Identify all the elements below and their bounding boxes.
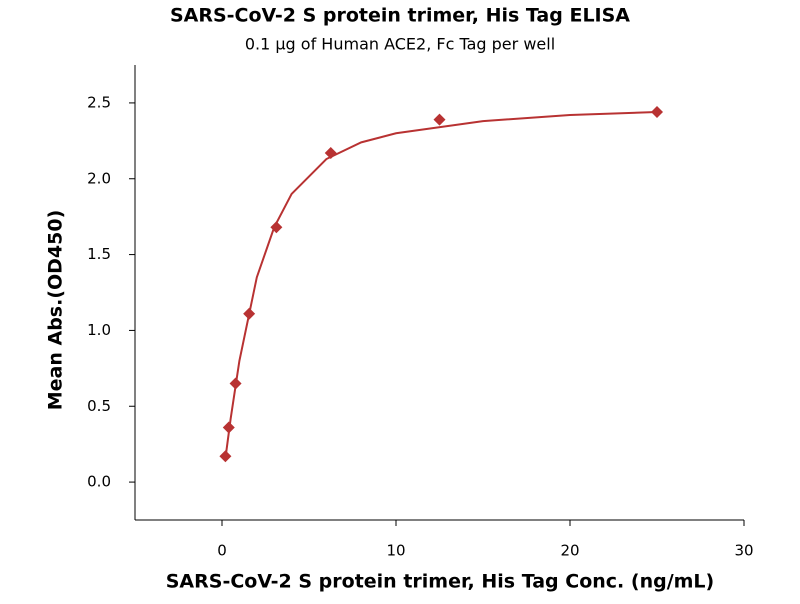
y-tick-label: 0.0: [87, 473, 111, 491]
chart-subtitle: 0.1 µg of Human ACE2, Fc Tag per well: [245, 35, 555, 54]
x-tick-label: 10: [386, 542, 405, 560]
fit-curve: [224, 111, 658, 458]
y-tick-label: 0.5: [87, 397, 111, 415]
x-tick-label: 0: [217, 542, 227, 560]
y-tick-label: 1.0: [87, 321, 111, 339]
y-tick-label: 2.5: [87, 93, 111, 111]
y-tick-label: 2.0: [87, 169, 111, 187]
y-axis-label: Mean Abs.(OD450): [45, 210, 67, 411]
x-tick-label: 20: [560, 542, 579, 560]
chart-title: SARS-CoV-2 S protein trimer, His Tag ELI…: [170, 5, 630, 27]
x-tick-label: 30: [734, 542, 753, 560]
data-point: [433, 113, 446, 126]
y-tick-label: 1.5: [87, 245, 111, 263]
x-axis-label: SARS-CoV-2 S protein trimer, His Tag Con…: [166, 571, 714, 593]
